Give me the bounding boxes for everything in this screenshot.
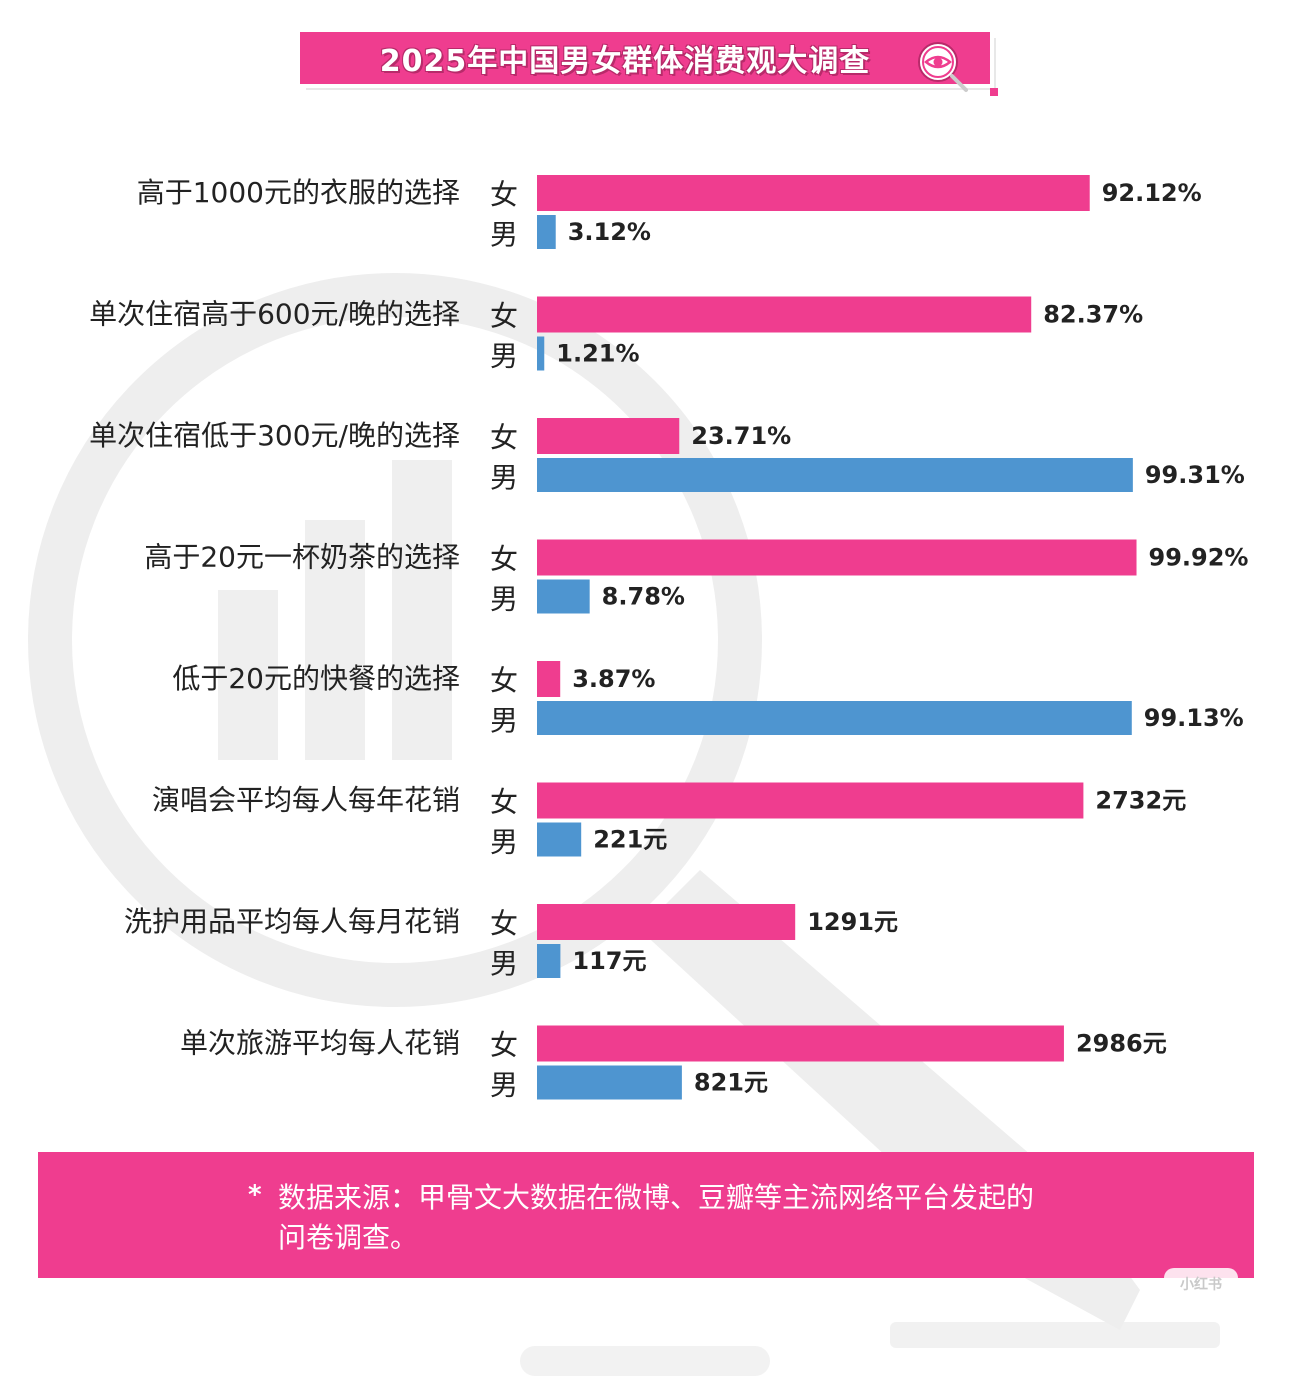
data-label-male: 99.31% (1145, 461, 1245, 489)
series-label-female: 女 (490, 1029, 518, 1062)
series-label-male: 男 (490, 704, 518, 737)
data-label-male: 8.78% (602, 583, 685, 611)
footer-asterisk: * (248, 1180, 262, 1210)
category-label: 单次旅游平均每人花销 (180, 1027, 460, 1060)
category-label: 单次住宿低于300元/晚的选择 (89, 419, 460, 452)
source-footer: * 数据来源：甲骨文大数据在微博、豆瓣等主流网络平台发起的问卷调查。 (38, 1152, 1254, 1278)
data-label-male: 3.12% (568, 218, 651, 246)
series-label-male: 男 (490, 218, 518, 251)
series-label-male: 男 (490, 461, 518, 494)
data-label-male: 99.13% (1144, 704, 1244, 732)
bar-male (537, 458, 1133, 492)
data-label-male: 1.21% (556, 340, 639, 368)
data-label-female: 2732元 (1095, 787, 1186, 815)
category-label: 低于20元的快餐的选择 (172, 662, 460, 695)
blurred-watermark-text-2 (520, 1346, 770, 1376)
data-label-male: 117元 (572, 947, 646, 975)
bar-male (537, 579, 590, 614)
bar-male (537, 701, 1132, 735)
bar-male (537, 215, 556, 249)
category-label: 演唱会平均每人每年花销 (152, 784, 460, 817)
data-label-female: 82.37% (1043, 301, 1143, 329)
category-label: 单次住宿高于600元/晚的选择 (89, 298, 460, 331)
bar-male (537, 944, 561, 978)
data-label-male: 221元 (593, 826, 667, 854)
category-label: 高于1000元的衣服的选择 (137, 176, 460, 209)
title-bar: 2025年中国男女群体消费观大调查 (300, 32, 990, 84)
data-label-female: 1291元 (807, 908, 898, 936)
series-label-female: 女 (490, 907, 518, 940)
page-title: 2025年中国男女群体消费观大调查 (379, 44, 871, 79)
blurred-watermark-text (890, 1322, 1220, 1348)
data-label-female: 3.87% (572, 665, 655, 693)
bar-female (537, 539, 1137, 576)
series-label-female: 女 (490, 786, 518, 819)
series-label-male: 男 (490, 826, 518, 859)
series-label-male: 男 (490, 947, 518, 980)
data-label-male: 821元 (694, 1069, 768, 1097)
category-label: 洗护用品平均每人每月花销 (124, 905, 460, 938)
source-note: 数据来源：甲骨文大数据在微博、豆瓣等主流网络平台发起的问卷调查。 (278, 1181, 1035, 1254)
series-label-female: 女 (490, 178, 518, 211)
series-label-female: 女 (490, 664, 518, 697)
category-label: 高于20元一杯奶茶的选择 (144, 541, 460, 574)
bar-male (537, 336, 545, 371)
bar-female (537, 782, 1084, 819)
platform-watermark-tag: 小红书 (1164, 1268, 1238, 1300)
bar-female (537, 1025, 1064, 1062)
series-label-female: 女 (490, 300, 518, 333)
title-decoration-dot (990, 88, 998, 96)
series-label-male: 男 (490, 340, 518, 373)
data-label-female: 99.92% (1149, 544, 1249, 572)
bar-female (537, 175, 1090, 211)
series-label-female: 女 (490, 421, 518, 454)
series-label-male: 男 (490, 1069, 518, 1102)
bar-female (537, 904, 796, 940)
bar-female (537, 296, 1032, 333)
bar-female (537, 418, 680, 454)
series-label-male: 男 (490, 583, 518, 616)
bar-chart: 高于1000元的衣服的选择 女男92.12%3.12%单次住宿高于600元/晚的选… (89, 175, 1249, 1102)
series-label-female: 女 (490, 543, 518, 576)
bar-male (537, 1065, 682, 1100)
bar-male (537, 822, 582, 857)
eye-magnifier-icon (918, 42, 968, 92)
data-label-female: 2986元 (1076, 1030, 1167, 1058)
data-label-female: 23.71% (691, 422, 791, 450)
title-banner: 2025年中国男女群体消费观大调查 (300, 32, 990, 92)
bar-female (537, 661, 561, 697)
data-label-female: 92.12% (1102, 179, 1202, 207)
